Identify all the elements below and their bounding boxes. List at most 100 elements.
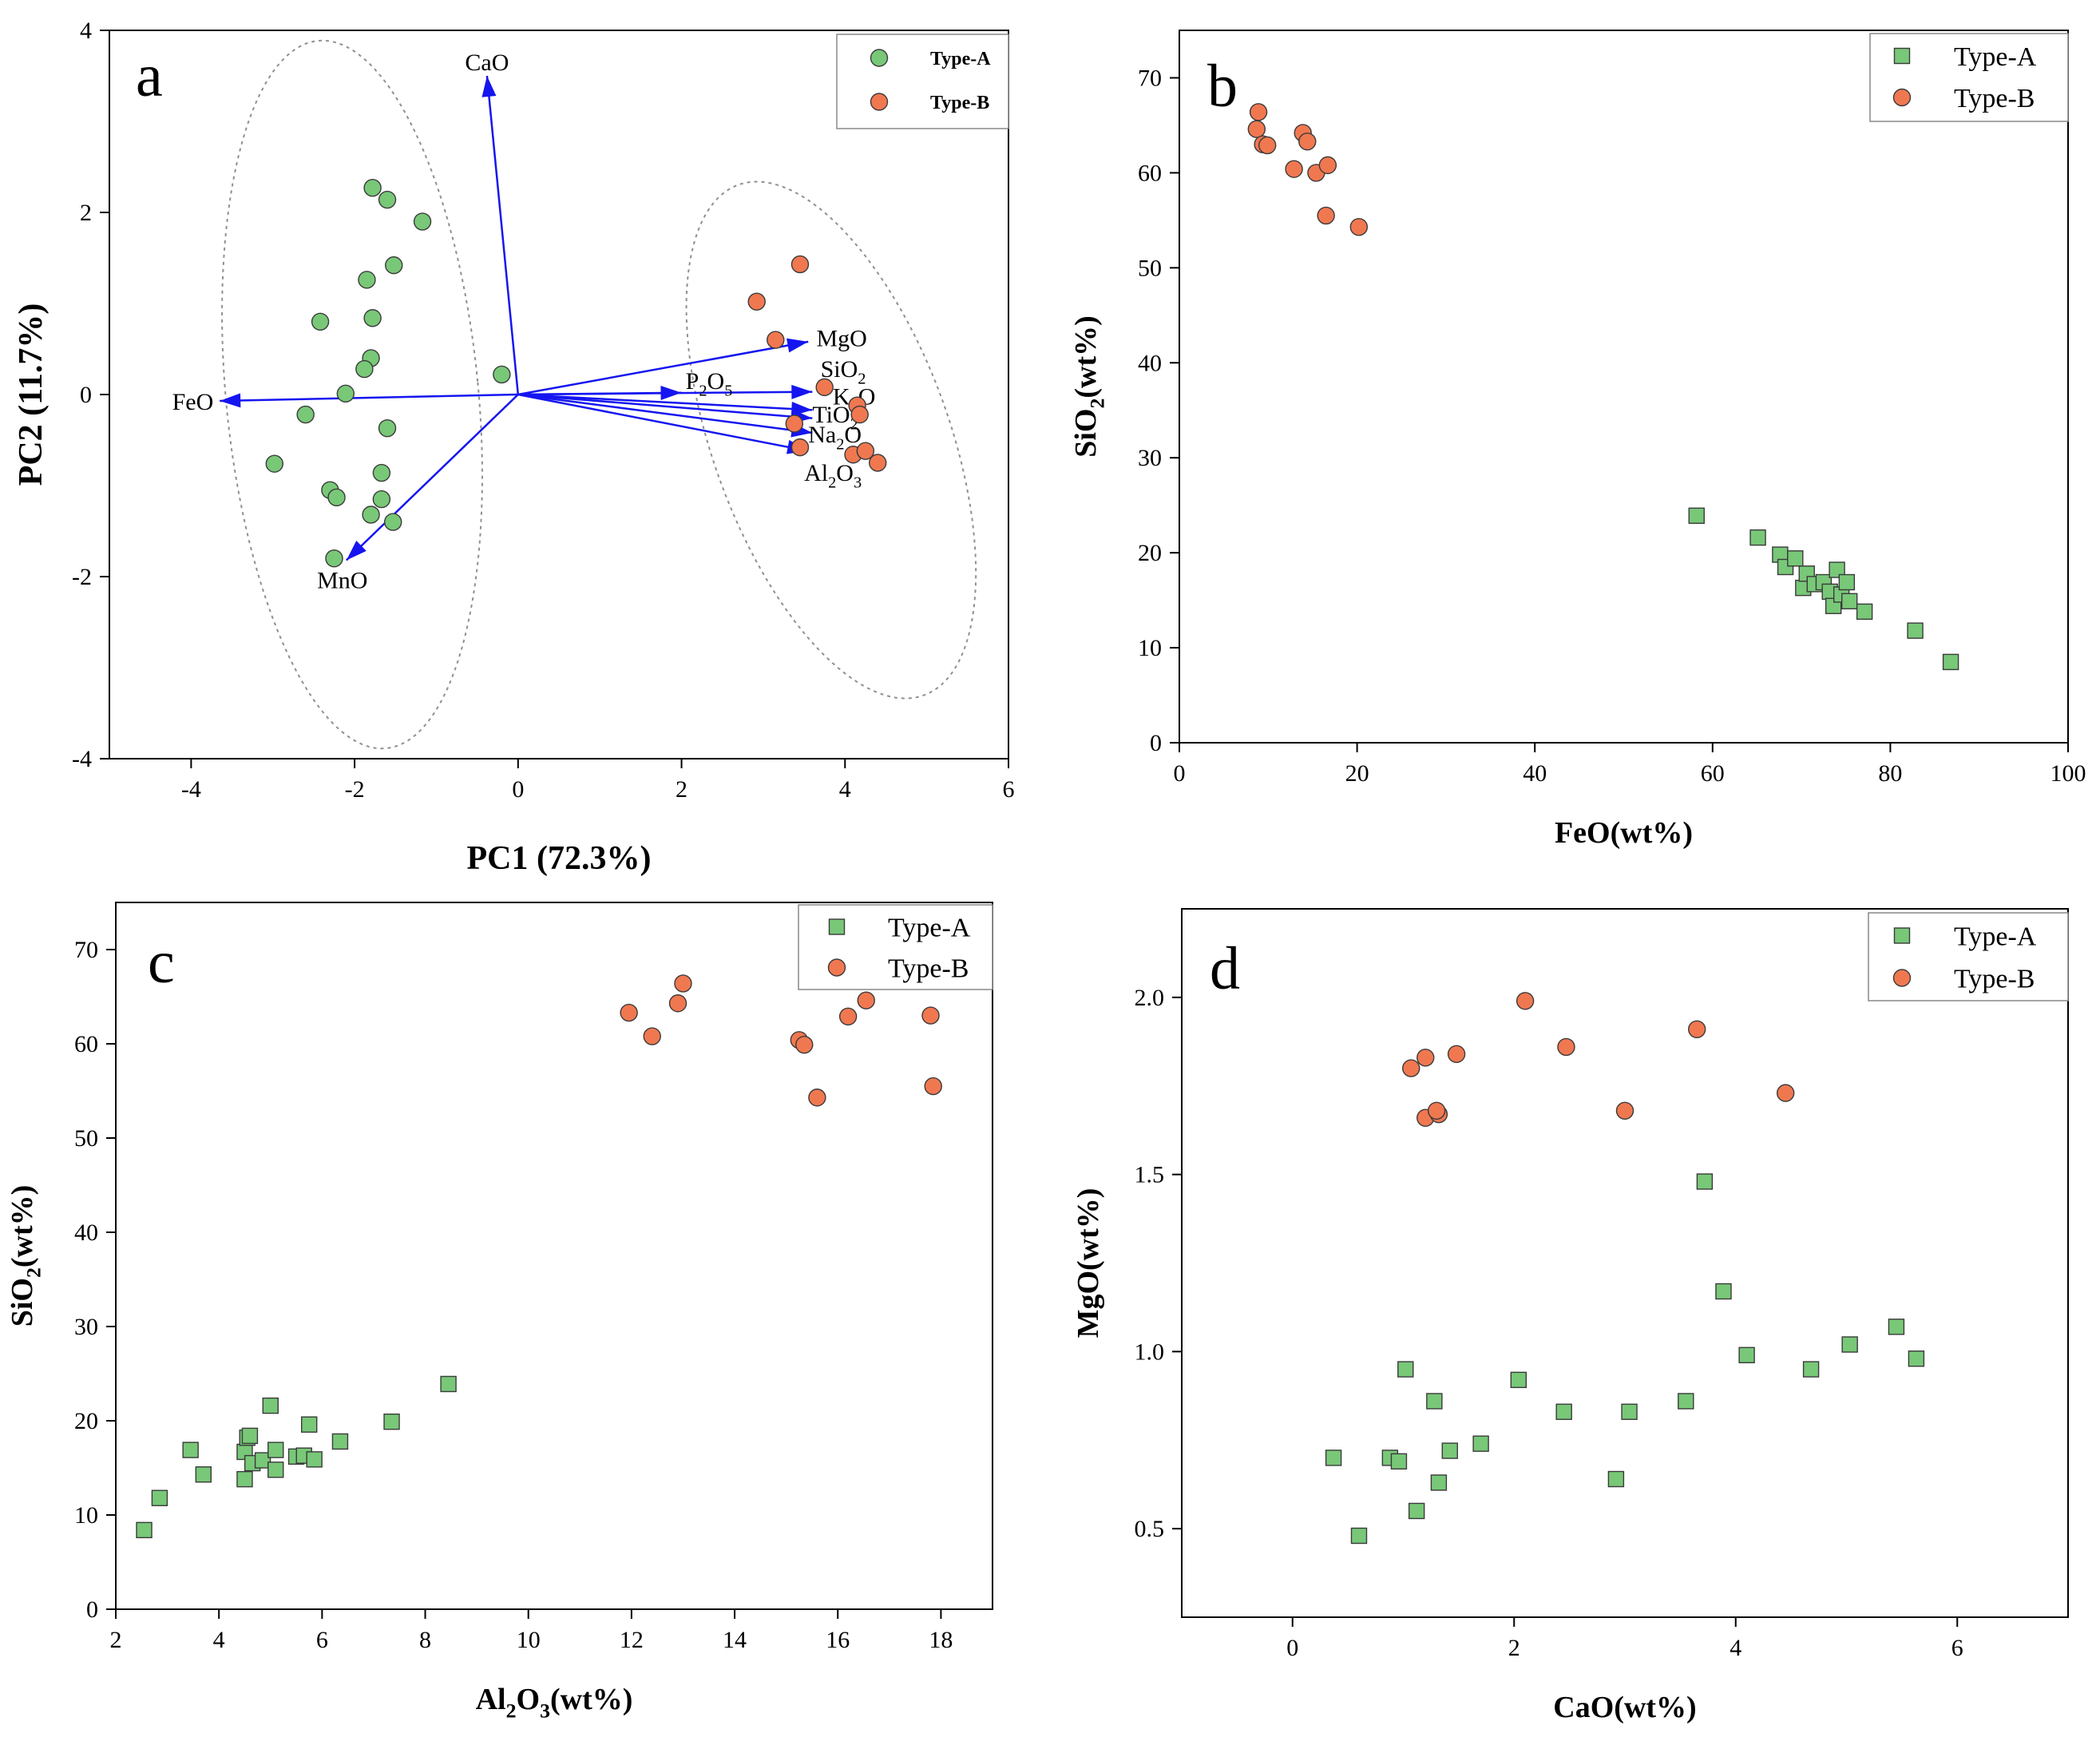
y-tick-label: 0 xyxy=(80,382,92,408)
series-type-a xyxy=(136,1375,457,1539)
data-point xyxy=(1441,1442,1458,1459)
x-tick-label: -2 xyxy=(345,776,365,803)
x-tick-label: 4 xyxy=(213,1627,225,1653)
x-tick-label: -4 xyxy=(181,776,201,803)
data-point xyxy=(262,1397,279,1414)
data-point xyxy=(921,1006,940,1025)
loading-arrowhead xyxy=(220,393,241,408)
loading-arrowhead xyxy=(791,384,813,399)
panel-label: a xyxy=(136,42,163,109)
text-part: Al xyxy=(476,1683,506,1716)
x-tick-label: 4 xyxy=(839,776,851,803)
data-point xyxy=(1557,1037,1575,1057)
legend-label: Type-B xyxy=(930,93,989,113)
y-tick-label: -4 xyxy=(72,746,92,772)
data-point xyxy=(674,974,692,993)
data-point xyxy=(1472,1435,1489,1452)
x-tick-label: 2 xyxy=(676,776,687,803)
y-tick-label: 20 xyxy=(74,1408,98,1434)
x-axis-title: Al2​O3​(wt%) xyxy=(476,1683,633,1723)
type-b-ellipse xyxy=(685,180,977,700)
data-point xyxy=(182,1442,199,1458)
data-point xyxy=(1408,1502,1425,1520)
loading-line xyxy=(517,393,813,434)
x-tick-label: 0 xyxy=(512,776,524,803)
data-point xyxy=(254,1452,271,1469)
loading-label: Na2​O xyxy=(808,422,862,453)
text-part: O xyxy=(844,422,862,448)
data-point xyxy=(828,918,846,935)
data-point xyxy=(1888,1319,1905,1335)
data-point xyxy=(790,255,810,274)
series-type-b xyxy=(1247,103,1369,236)
text-part: K xyxy=(833,383,850,410)
x-tick-label: 60 xyxy=(1701,760,1725,787)
y-axis-title: MgO(wt%) xyxy=(1072,1188,1105,1338)
data-point xyxy=(808,1089,826,1107)
data-point xyxy=(327,488,346,507)
text-part: P xyxy=(686,368,699,395)
text-part: SiO xyxy=(821,356,858,383)
text-part: SiO xyxy=(6,1278,39,1327)
y-tick-label: 40 xyxy=(1138,350,1162,376)
y-tick-label: 10 xyxy=(74,1502,98,1529)
text-part: Na xyxy=(808,422,836,448)
series-type-b xyxy=(620,974,942,1107)
data-point xyxy=(857,991,875,1009)
text-part: FeO xyxy=(172,389,214,415)
data-point xyxy=(767,331,785,349)
text-part: Al xyxy=(804,460,828,486)
loading-line xyxy=(517,340,809,396)
y-tick-label: 40 xyxy=(74,1220,98,1246)
data-point xyxy=(850,405,869,424)
data-point xyxy=(136,1521,153,1539)
data-point xyxy=(311,312,330,331)
loading-vector xyxy=(517,338,809,396)
text-part: MgO xyxy=(816,325,866,351)
data-point xyxy=(1838,573,1856,591)
x-tick-label: 20 xyxy=(1345,760,1369,787)
text-part: O xyxy=(517,1683,541,1716)
x-tick-label: 6 xyxy=(1951,1635,1963,1661)
panel-label: d xyxy=(1210,935,1240,1002)
loading-label: MgO xyxy=(816,325,866,351)
data-point xyxy=(267,1442,284,1458)
data-point xyxy=(1607,1470,1625,1488)
data-point xyxy=(869,454,887,472)
text-part: 2 xyxy=(699,382,707,399)
data-point xyxy=(1787,550,1804,567)
text-part: O xyxy=(707,368,725,395)
x-tick-label: 0 xyxy=(1174,760,1186,787)
panel-a-pca-biplot: -4 -2 0 2 4 6 -4 -2 0 2 4 a PC1 (72.3%) PC2 (11.7%) Ca… xyxy=(13,18,1015,877)
text-part: (wt%) xyxy=(550,1683,632,1716)
x-tick-label: 8 xyxy=(419,1627,431,1653)
loading-label: TiO2​ xyxy=(812,402,858,433)
data-point xyxy=(1893,47,1911,65)
data-point xyxy=(1776,1084,1795,1102)
data-point xyxy=(795,1035,814,1054)
data-point xyxy=(1688,507,1705,524)
data-point xyxy=(378,418,397,438)
plot-frame xyxy=(1179,30,2069,744)
x-tick-label: 6 xyxy=(316,1627,328,1653)
data-point xyxy=(643,1027,661,1045)
loading-label: CaO xyxy=(465,50,509,76)
panel-b-sio2-vs-feo: 0 20 40 60 80 100 0 10 20 30 40 50 60 70 b FeO(wt%) SiO2… xyxy=(1069,30,2086,850)
y-tick-label: 70 xyxy=(1138,65,1162,91)
data-point xyxy=(1802,1361,1820,1378)
loading-line xyxy=(485,75,520,395)
text-part: (wt%) xyxy=(6,1185,39,1267)
y-tick-label: 60 xyxy=(74,1031,98,1057)
data-point xyxy=(870,49,889,67)
series-type-a xyxy=(265,179,511,568)
data-point xyxy=(1427,1101,1446,1120)
series-type-b xyxy=(1402,992,1795,1127)
data-point xyxy=(620,1003,638,1022)
x-tick-label: 6 xyxy=(1003,776,1015,803)
y-tick-label: 1.0 xyxy=(1135,1338,1165,1365)
legend-label: Type-B xyxy=(1954,964,2035,993)
data-point xyxy=(301,1416,318,1433)
data-point xyxy=(1942,653,1959,671)
data-point xyxy=(151,1489,168,1506)
